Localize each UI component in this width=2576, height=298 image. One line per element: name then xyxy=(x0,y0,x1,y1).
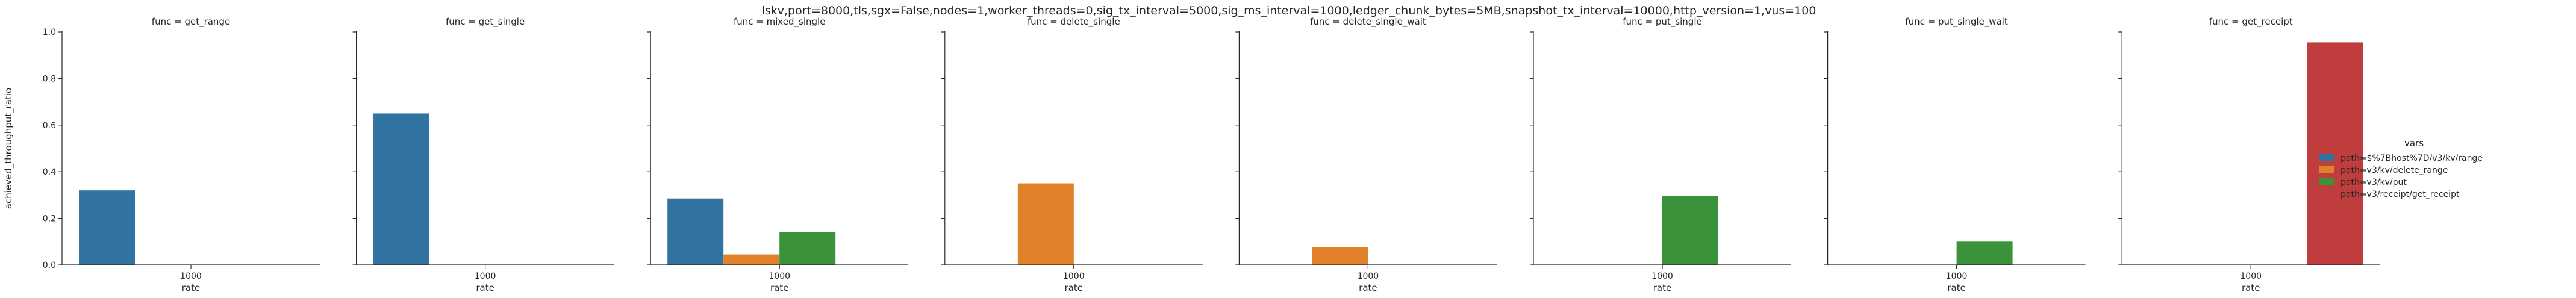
x-axis-label: rate xyxy=(182,282,200,293)
facet-panel: func = get_range 0.0 0.2 0.4 0.6 0.8 1.0 1000ra… xyxy=(43,16,320,293)
panel-title: func = put_single xyxy=(1623,16,1701,28)
x-axis-label: rate xyxy=(1947,282,1965,293)
bar xyxy=(723,254,780,265)
y-tick-label: 0.4 xyxy=(43,167,56,177)
bar xyxy=(779,232,836,265)
bar xyxy=(1312,247,1368,265)
x-tick-label: 1000 xyxy=(769,272,790,281)
x-tick-label: 1000 xyxy=(1063,272,1085,281)
x-axis-label: rate xyxy=(2242,282,2260,293)
legend-swatch xyxy=(2319,190,2334,197)
legend-label: path=v3/kv/delete_range xyxy=(2341,166,2448,175)
x-tick-label: 1000 xyxy=(1651,272,1673,281)
legend-label: path=v3/receipt/get_receipt xyxy=(2341,190,2460,199)
bar xyxy=(2307,42,2363,265)
x-tick-label: 1000 xyxy=(1946,272,1968,281)
y-axis-label: achieved_throughput_ratio xyxy=(3,88,14,209)
legend-swatch xyxy=(2319,166,2334,173)
x-axis-label: rate xyxy=(1653,282,1671,293)
x-axis-label: rate xyxy=(770,282,788,293)
x-axis-label: rate xyxy=(1065,282,1083,293)
legend-swatch xyxy=(2319,154,2334,161)
panel-title: func = put_single_wait xyxy=(1905,16,2008,28)
bar xyxy=(1956,241,2013,265)
y-tick-label: 0.8 xyxy=(43,74,56,84)
bar xyxy=(667,198,724,265)
legend-item: path=v3/receipt/get_receipt xyxy=(2319,190,2460,199)
bar xyxy=(1662,196,1718,265)
y-tick-label: 0.6 xyxy=(43,121,56,131)
panel-title: func = get_range xyxy=(152,16,230,28)
panel-title: func = delete_single_wait xyxy=(1310,16,1426,28)
bar xyxy=(373,113,429,265)
bar xyxy=(79,190,135,265)
x-tick-label: 1000 xyxy=(180,272,202,281)
legend-item: path=v3/kv/delete_range xyxy=(2319,166,2448,175)
panel-title: func = mixed_single xyxy=(734,16,826,28)
figure-title: lskv,port=8000,tls,sgx=False,nodes=1,wor… xyxy=(762,4,1817,17)
legend-item: path=v3/kv/put xyxy=(2319,178,2407,187)
x-axis-label: rate xyxy=(476,282,494,293)
panel-title: func = get_single xyxy=(446,16,525,28)
legend-label: path=$%7Bhost%7D/v3/kv/range xyxy=(2341,154,2483,163)
legend-swatch xyxy=(2319,178,2334,185)
legend: vars path=$%7Bhost%7D/v3/kv/range path=v3/… xyxy=(2319,138,2483,199)
panel-title: func = delete_single xyxy=(1028,16,1120,28)
panels: func = get_range0.00.20.40.60.81.01000ra… xyxy=(43,16,2380,293)
x-axis-label: rate xyxy=(1359,282,1377,293)
x-tick-label: 1000 xyxy=(1358,272,1379,281)
legend-label: path=v3/kv/put xyxy=(2341,178,2407,187)
y-tick-label: 1.0 xyxy=(43,28,56,37)
bar xyxy=(1017,183,1074,265)
x-tick-label: 1000 xyxy=(475,272,496,281)
y-tick-label: 0.0 xyxy=(43,261,56,270)
x-tick-label: 1000 xyxy=(2240,272,2262,281)
y-tick-label: 0.2 xyxy=(43,214,56,224)
legend-item: path=$%7Bhost%7D/v3/kv/range xyxy=(2319,154,2483,163)
panel-title: func = get_receipt xyxy=(2209,16,2293,28)
legend-title: vars xyxy=(2404,138,2424,149)
